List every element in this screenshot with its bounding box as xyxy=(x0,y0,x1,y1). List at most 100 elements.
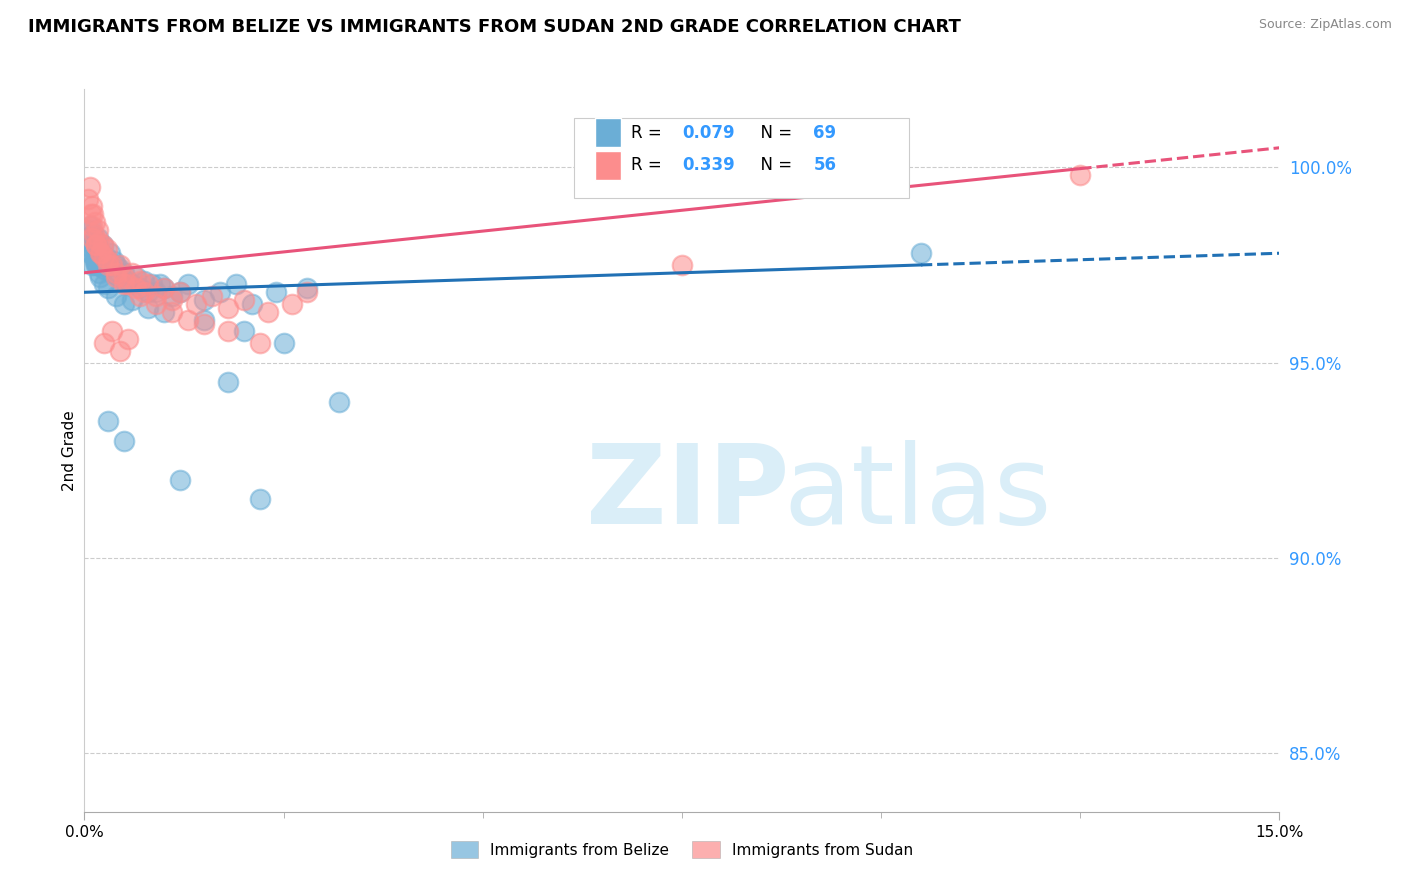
Text: N =: N = xyxy=(749,124,797,142)
Point xyxy=(153,281,176,295)
Point xyxy=(136,301,159,315)
Point xyxy=(117,277,139,292)
Point xyxy=(83,238,105,252)
Point xyxy=(125,281,148,295)
Text: N =: N = xyxy=(749,156,797,174)
Point xyxy=(110,258,132,272)
Point xyxy=(98,246,121,260)
Point xyxy=(121,266,143,280)
Point xyxy=(273,336,295,351)
Point xyxy=(93,336,115,351)
Point xyxy=(93,277,115,292)
Point xyxy=(105,258,128,272)
Point xyxy=(83,215,105,229)
Point xyxy=(110,261,132,276)
Point xyxy=(160,289,183,303)
Point xyxy=(117,274,139,288)
Point xyxy=(149,277,172,292)
Point xyxy=(145,289,167,303)
Text: 0.079: 0.079 xyxy=(682,124,734,142)
Point xyxy=(910,246,932,260)
Point xyxy=(103,254,125,268)
Text: ZIP: ZIP xyxy=(586,441,790,548)
Point xyxy=(297,281,319,295)
Point xyxy=(77,230,100,244)
Point xyxy=(328,394,350,409)
Point xyxy=(80,235,103,249)
Point xyxy=(90,258,112,272)
Point xyxy=(249,492,271,507)
Point xyxy=(86,246,108,260)
Point xyxy=(217,375,239,389)
Point xyxy=(105,289,128,303)
Text: IMMIGRANTS FROM BELIZE VS IMMIGRANTS FROM SUDAN 2ND GRADE CORRELATION CHART: IMMIGRANTS FROM BELIZE VS IMMIGRANTS FRO… xyxy=(28,18,960,36)
Point xyxy=(89,235,111,249)
Point xyxy=(82,227,104,241)
Point xyxy=(97,414,120,428)
Point xyxy=(280,297,302,311)
Point xyxy=(112,277,135,292)
Point xyxy=(91,238,114,252)
Point xyxy=(297,285,319,300)
Bar xyxy=(595,151,621,179)
Point xyxy=(89,246,111,260)
Text: 0.339: 0.339 xyxy=(682,156,735,174)
Point xyxy=(87,243,110,257)
Point xyxy=(193,317,215,331)
Point xyxy=(91,238,114,252)
Point xyxy=(110,343,132,358)
Point xyxy=(145,297,167,311)
Legend: Immigrants from Belize, Immigrants from Sudan: Immigrants from Belize, Immigrants from … xyxy=(443,833,921,865)
Point xyxy=(121,293,143,307)
Point xyxy=(177,312,200,326)
Text: atlas: atlas xyxy=(783,441,1052,548)
Point xyxy=(84,235,107,249)
Point xyxy=(184,297,207,311)
Point xyxy=(86,258,108,272)
Point xyxy=(82,207,104,221)
Point xyxy=(80,199,103,213)
Point xyxy=(264,285,287,300)
Point xyxy=(101,266,124,280)
Y-axis label: 2nd Grade: 2nd Grade xyxy=(62,410,77,491)
Point xyxy=(90,246,112,260)
Text: Source: ZipAtlas.com: Source: ZipAtlas.com xyxy=(1258,18,1392,31)
Point xyxy=(153,281,176,295)
Point xyxy=(232,324,254,338)
Point xyxy=(87,230,110,244)
Point xyxy=(93,261,115,276)
Point xyxy=(97,254,120,268)
Point xyxy=(177,277,200,292)
Point xyxy=(97,281,120,295)
Point xyxy=(80,238,103,252)
Point xyxy=(105,266,128,280)
Point xyxy=(86,238,108,252)
Point xyxy=(77,223,100,237)
Point xyxy=(145,285,167,300)
Point xyxy=(153,305,176,319)
Point xyxy=(217,324,239,338)
Point xyxy=(217,301,239,315)
Point xyxy=(77,192,100,206)
Point xyxy=(83,254,105,268)
Point xyxy=(249,336,271,351)
Point xyxy=(89,246,111,260)
Point xyxy=(240,297,263,311)
Point xyxy=(671,258,693,272)
Point xyxy=(112,434,135,448)
Point xyxy=(80,207,103,221)
Point xyxy=(160,305,183,319)
Point xyxy=(121,277,143,292)
Point xyxy=(136,285,159,300)
Point xyxy=(160,293,183,307)
Text: R =: R = xyxy=(630,124,666,142)
FancyBboxPatch shape xyxy=(575,118,910,198)
Point xyxy=(112,266,135,280)
Point xyxy=(129,289,152,303)
Point xyxy=(256,305,278,319)
Point xyxy=(193,293,215,307)
Point xyxy=(89,266,111,280)
Point xyxy=(97,258,120,272)
Point xyxy=(132,274,156,288)
Point xyxy=(101,324,124,338)
